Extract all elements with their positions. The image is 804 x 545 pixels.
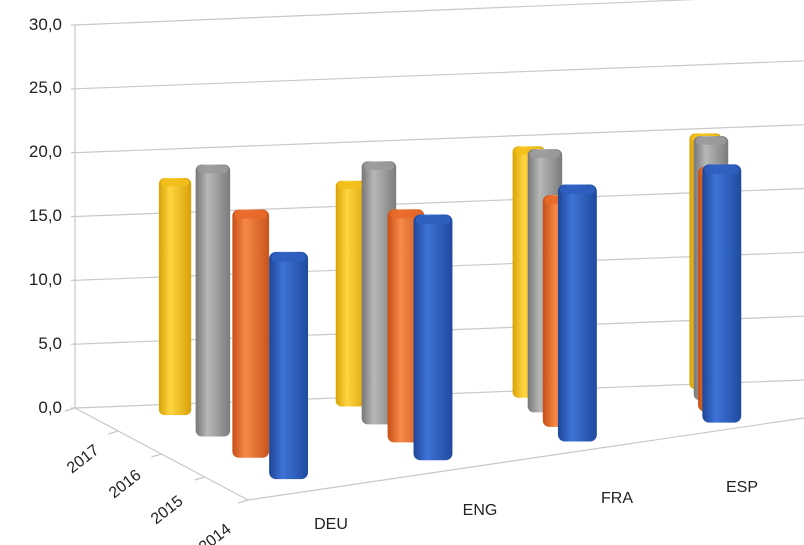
bar-top bbox=[529, 150, 561, 158]
bar-top bbox=[559, 185, 595, 195]
floor-front-edge bbox=[247, 417, 804, 501]
y-tick-label: 30,0 bbox=[29, 15, 62, 34]
bar-top bbox=[415, 215, 451, 225]
depth-tick bbox=[194, 476, 205, 481]
y-tick-label: 15,0 bbox=[29, 206, 62, 225]
bar-body bbox=[413, 214, 453, 461]
bar-top bbox=[695, 137, 727, 145]
bar-top bbox=[271, 252, 307, 262]
y-tick-label: 20,0 bbox=[29, 142, 62, 161]
depth-tick bbox=[64, 407, 76, 412]
category-label: FRA bbox=[601, 490, 633, 507]
bar-body bbox=[335, 180, 369, 407]
y-axis-ticks: 0,0 5,0 10,0 15,0 20,0 25,0 30,0 bbox=[29, 15, 62, 417]
bar-body bbox=[269, 251, 309, 480]
series-label: 2014 bbox=[196, 521, 235, 545]
series-label: 2015 bbox=[148, 493, 187, 528]
bar-top bbox=[704, 165, 740, 175]
bar-2014-FRA bbox=[557, 184, 597, 442]
y-tick-label: 25,0 bbox=[29, 78, 62, 97]
bar-body bbox=[557, 184, 597, 442]
gridline bbox=[74, 60, 804, 90]
bar-top bbox=[389, 210, 423, 219]
category-labels: DEU ENG FRA ESP bbox=[314, 479, 758, 533]
category-label: DEU bbox=[314, 516, 348, 533]
bar-body bbox=[702, 164, 742, 423]
depth-tick bbox=[108, 430, 119, 435]
series-depth-labels: 2017 2016 2015 2014 bbox=[64, 442, 235, 545]
bar-2014-DEU bbox=[269, 251, 309, 480]
bar-body bbox=[195, 164, 231, 437]
depth-tick bbox=[237, 499, 249, 504]
bar-2016-ENG bbox=[361, 161, 397, 425]
gridline bbox=[74, 124, 804, 154]
bar-2014-ENG bbox=[413, 214, 453, 461]
bars bbox=[158, 133, 742, 480]
bar-top bbox=[234, 210, 268, 219]
category-label: ENG bbox=[463, 502, 498, 519]
series-label: 2017 bbox=[64, 442, 103, 477]
y-tick-label: 5,0 bbox=[38, 334, 62, 353]
bar-top bbox=[160, 179, 190, 187]
bar-top bbox=[363, 162, 395, 170]
depth-tick bbox=[151, 453, 162, 458]
bar-top bbox=[197, 165, 229, 174]
series-label: 2016 bbox=[106, 467, 145, 502]
bar-2017-DEU bbox=[158, 178, 192, 416]
bar-2017-ENG bbox=[335, 180, 369, 407]
bar-top bbox=[337, 181, 367, 189]
bar-body bbox=[232, 209, 270, 458]
bar-2014-ESP bbox=[702, 164, 742, 423]
bar-2015-DEU bbox=[232, 209, 270, 458]
gridline bbox=[74, 0, 698, 26]
y-tick-label: 0,0 bbox=[38, 398, 62, 417]
category-label: ESP bbox=[726, 479, 758, 496]
bar-body bbox=[158, 178, 192, 416]
bar-body bbox=[361, 161, 397, 425]
bar-2016-DEU bbox=[195, 164, 231, 437]
y-tick-label: 10,0 bbox=[29, 270, 62, 289]
